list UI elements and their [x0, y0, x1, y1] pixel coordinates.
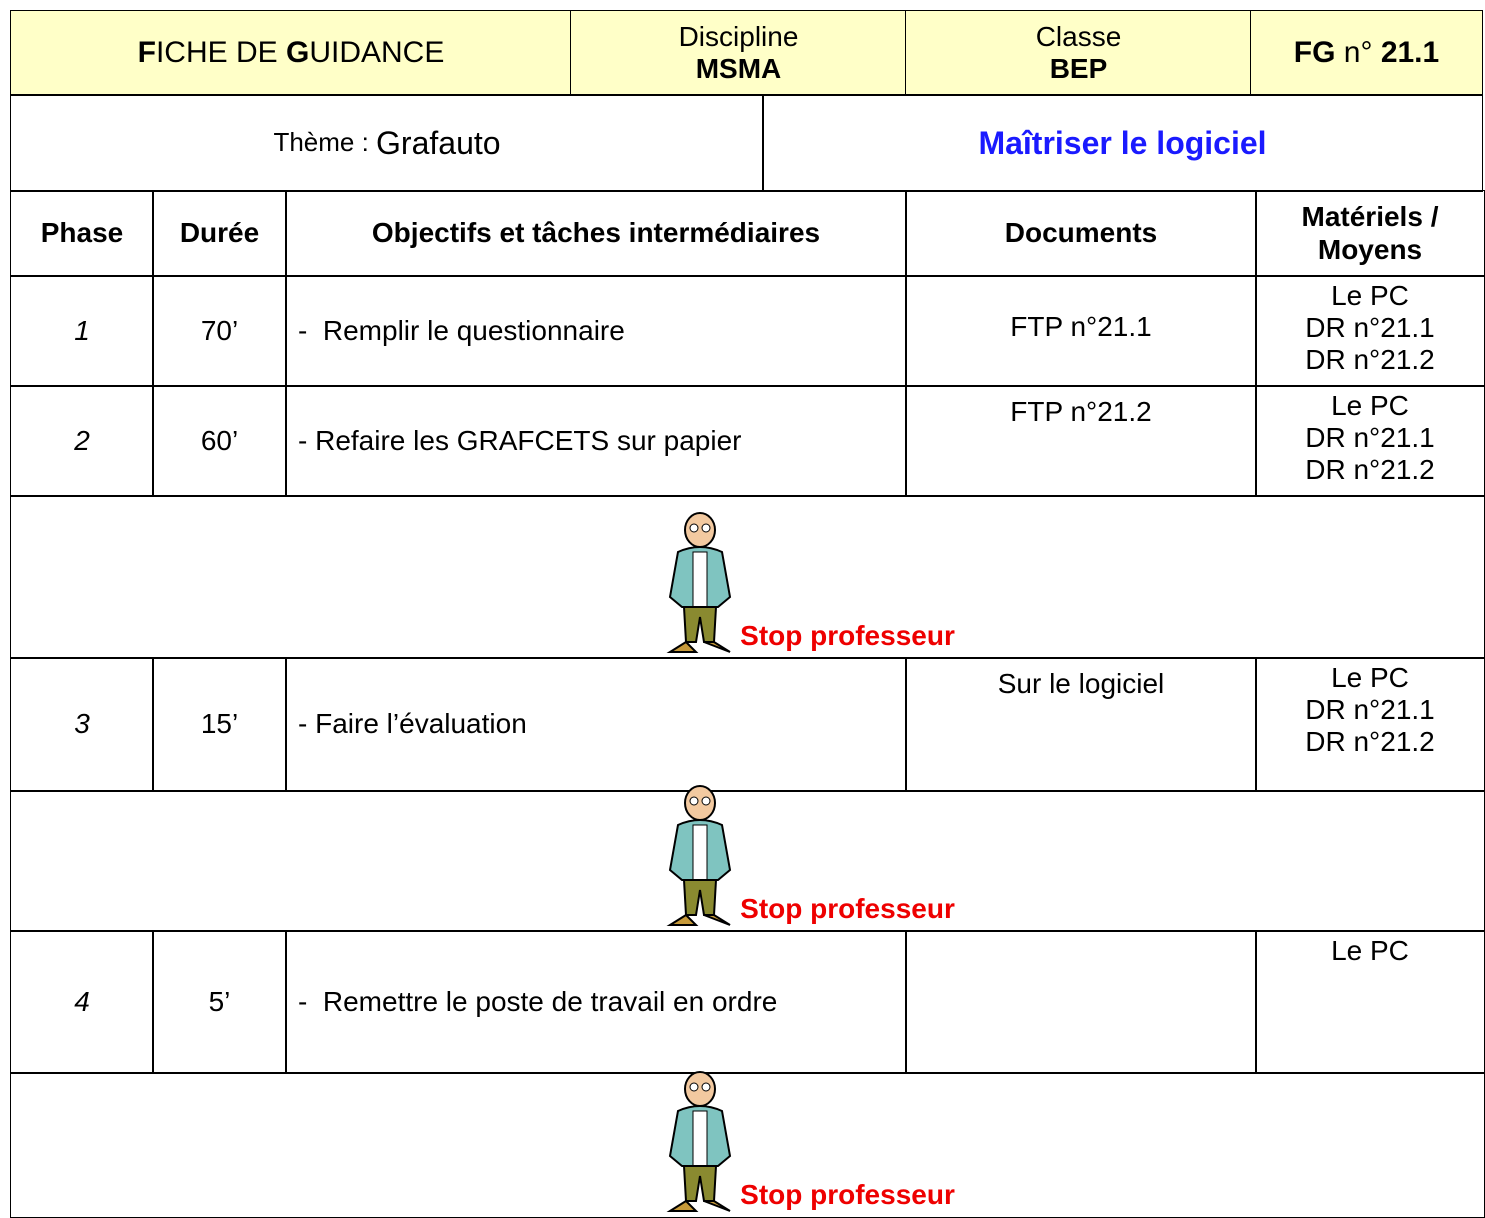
- duration-cell: 60’: [152, 385, 287, 497]
- theme-label: Thème :: [273, 127, 377, 158]
- column-header: Objectifs et tâches intermédiaires: [371, 217, 821, 249]
- stop-wrap: Stop professeur: [660, 512, 955, 654]
- ref-cell: FG n° 21.1: [1250, 10, 1483, 96]
- header-cell: Phase: [10, 190, 154, 277]
- professor-icon: [669, 785, 732, 926]
- documents-cell: Sur le logiciel: [905, 657, 1257, 792]
- header-cell: Matériels / Moyens: [1255, 190, 1485, 277]
- task: - Refaire les GRAFCETS sur papier: [298, 424, 742, 456]
- stop-label: Stop professeur: [740, 892, 955, 924]
- title-part: ICHE DE: [155, 35, 286, 69]
- material: DR n°21.1: [1305, 422, 1435, 454]
- title-cell: F ICHE DE G UIDANCE: [10, 10, 572, 96]
- stop-row: Stop professeur: [10, 495, 1485, 659]
- discipline-label: Discipline: [678, 20, 799, 52]
- duration: 5’: [208, 985, 231, 1017]
- discipline-cell: Discipline MSMA: [570, 10, 907, 96]
- phase: 2: [74, 424, 90, 456]
- duration-cell: 70’: [152, 275, 287, 387]
- goal-cell: Maîtriser le logiciel: [762, 94, 1483, 192]
- material: DR n°21.2: [1305, 344, 1435, 376]
- column-header: Durée: [179, 217, 260, 249]
- title-part: G: [286, 35, 310, 69]
- material: Le PC: [1331, 390, 1409, 421]
- title-part: UIDANCE: [309, 35, 445, 69]
- professor-icon: [669, 1071, 732, 1212]
- ref-part: FG: [1293, 35, 1336, 69]
- discipline: MSMA: [695, 53, 782, 84]
- material: DR n°21.1: [1305, 694, 1435, 726]
- material: Le PC: [1331, 935, 1409, 966]
- task: - Remplir le questionnaire: [298, 314, 625, 346]
- theme-value: Grafauto: [376, 124, 501, 161]
- phase-cell: 1: [10, 275, 154, 387]
- task-cell: - Remettre le poste de travail en ordre: [285, 930, 907, 1074]
- title-part: F: [137, 35, 156, 69]
- stop-row: Stop professeur: [10, 785, 1485, 932]
- documents: FTP n°21.2: [1010, 396, 1152, 427]
- theme-cell: Thème : Grafauto: [10, 94, 764, 192]
- column-header: Matériels / Moyens: [1301, 201, 1439, 265]
- materials-cell: Le PC: [1255, 930, 1485, 1074]
- material: DR n°21.2: [1305, 726, 1435, 758]
- stop-wrap: Stop professeur: [660, 785, 955, 927]
- phase: 4: [74, 985, 90, 1017]
- column-header: Phase: [40, 217, 124, 249]
- header-cell: Durée: [152, 190, 287, 277]
- class-label: Classe: [1035, 20, 1122, 52]
- material: DR n°21.1: [1305, 312, 1435, 344]
- materials-cell: Le PC DR n°21.1 DR n°21.2: [1255, 657, 1485, 792]
- documents: FTP n°21.1: [1010, 310, 1152, 342]
- duration: 70’: [200, 314, 239, 346]
- ref-part: 21.1: [1380, 35, 1440, 69]
- goal: Maîtriser le logiciel: [978, 124, 1267, 161]
- class-cell: Classe BEP: [905, 10, 1252, 96]
- stop-label: Stop professeur: [740, 619, 955, 651]
- phase-cell: 3: [10, 657, 154, 792]
- phase-cell: 2: [10, 385, 154, 497]
- phase: 3: [74, 708, 90, 740]
- stop-label: Stop professeur: [740, 1178, 955, 1210]
- duration: 15’: [200, 708, 239, 740]
- task-cell: - Faire l’évaluation: [285, 657, 907, 792]
- documents-cell: FTP n°21.1: [905, 275, 1257, 387]
- task: - Faire l’évaluation: [298, 708, 527, 740]
- documents-cell: [905, 930, 1257, 1074]
- ref-part: n°: [1335, 35, 1381, 69]
- documents-cell: FTP n°21.2: [905, 385, 1257, 497]
- task-cell: - Refaire les GRAFCETS sur papier: [285, 385, 907, 497]
- material: Le PC: [1331, 280, 1409, 311]
- stop-wrap: Stop professeur: [660, 1071, 955, 1213]
- material: DR n°21.2: [1305, 454, 1435, 486]
- duration-cell: 15’: [152, 657, 287, 792]
- materials-cell: Le PC DR n°21.1 DR n°21.2: [1255, 275, 1485, 387]
- duration-cell: 5’: [152, 930, 287, 1074]
- professor-icon: [669, 512, 732, 653]
- documents: Sur le logiciel: [997, 668, 1165, 699]
- header-cell: Objectifs et tâches intermédiaires: [285, 190, 907, 277]
- task-cell: - Remplir le questionnaire: [285, 275, 907, 387]
- duration: 60’: [200, 424, 239, 456]
- materials-cell: Le PC DR n°21.1 DR n°21.2: [1255, 385, 1485, 497]
- phase-cell: 4: [10, 930, 154, 1074]
- class: BEP: [1049, 53, 1108, 84]
- stop-row: Stop professeur: [10, 1071, 1485, 1218]
- column-header: Documents: [1004, 217, 1158, 249]
- material: Le PC: [1331, 662, 1409, 693]
- header-cell: Documents: [905, 190, 1257, 277]
- phase: 1: [74, 314, 90, 346]
- task: - Remettre le poste de travail en ordre: [298, 985, 778, 1017]
